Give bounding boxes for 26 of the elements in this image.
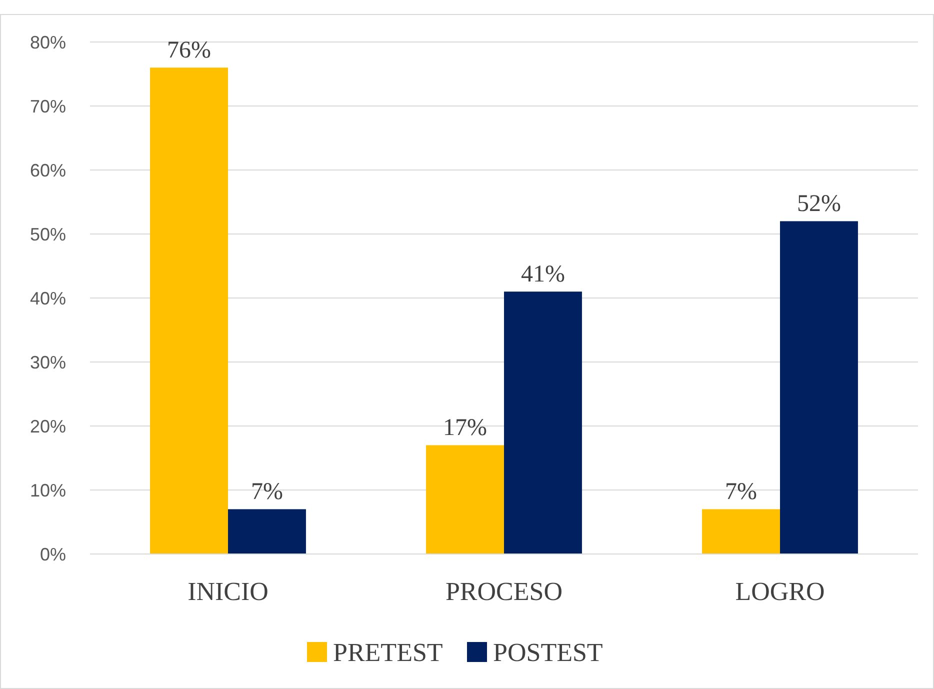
y-tick-label: 80% [30,32,66,52]
y-tick-label: 70% [30,96,66,116]
bar [228,509,306,554]
data-label: 7% [250,479,283,506]
data-label: 76% [167,38,212,64]
bar [504,292,582,554]
y-tick-label: 10% [30,480,66,500]
y-tick-label: 50% [30,224,66,244]
bar [426,445,504,554]
y-tick-label: 0% [40,544,66,564]
y-tick-label: 20% [30,416,66,436]
bar [150,68,228,554]
x-tick-label: INICIO [188,577,268,606]
y-tick-label: 30% [30,352,66,372]
data-label: 52% [796,191,841,218]
y-tick-label: 60% [30,160,66,180]
x-tick-label: LOGRO [735,577,825,606]
y-tick-label: 40% [30,288,66,308]
legend-label: PRETEST [333,638,443,668]
data-label: 7% [725,479,758,506]
bar [702,509,780,554]
bar [780,221,858,554]
x-tick-label: PROCESO [445,577,563,606]
data-label: 41% [520,262,565,288]
data-label: 17% [443,415,488,442]
legend-label: POSTEST [493,638,603,668]
